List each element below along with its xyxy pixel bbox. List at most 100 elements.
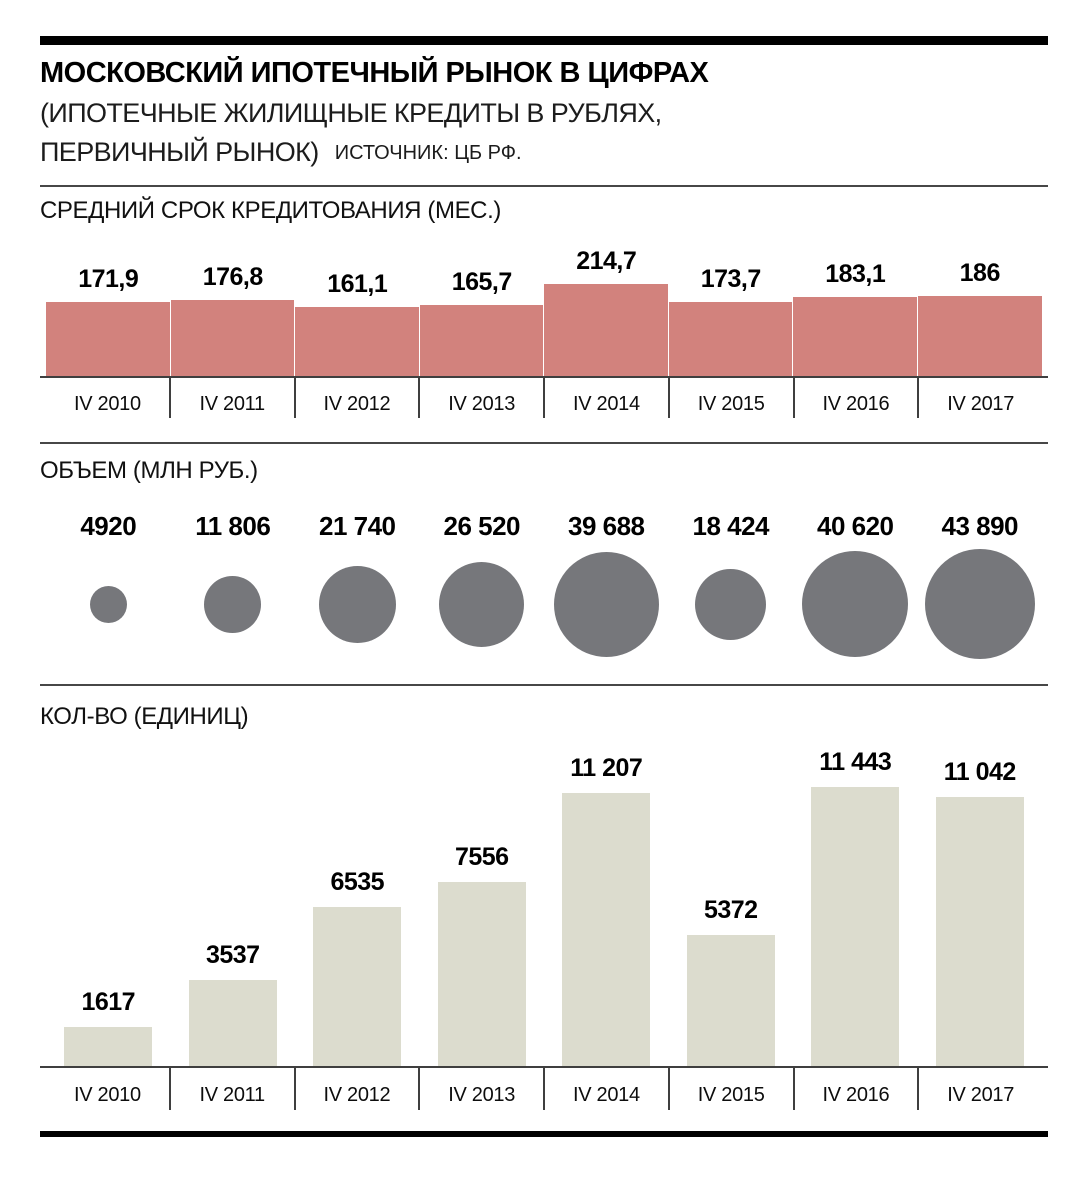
count-bar [313,906,402,1066]
term-column: 176,8 [170,263,295,378]
volume-circle-cell [669,546,794,662]
volume-circle-cell [544,546,669,662]
term-value-label: 165,7 [451,268,513,297]
count-column: 7556 [420,843,545,1066]
term-axis-labels: IV 2010 IV 2011 IV 2012 IV 2013 IV 2014 IV 20… [46,378,1042,418]
term-column: 183,1 [793,260,918,378]
count-column: 11 042 [918,758,1043,1066]
count-value-label: 11 042 [943,757,1017,786]
axis-label: IV 2017 [947,1083,1015,1106]
volume-circle-cell [420,546,545,662]
term-bar [295,307,420,378]
volume-circle [553,551,659,657]
separator-line-2 [40,442,1048,444]
term-bar [46,302,171,378]
volume-circle [802,551,909,657]
axis-label: IV 2014 [572,392,640,415]
term-bar-chart: 171,9 176,8 161,1 165,7 214,7 173,7 183,1 186 [46,238,1042,378]
axis-label: IV 2012 [323,392,391,415]
separator-line-1 [40,185,1048,187]
term-column: 173,7 [668,265,793,378]
axis-label: IV 2017 [947,392,1015,415]
count-bar [811,786,900,1066]
axis-label: IV 2015 [697,392,765,415]
axis-label: IV 2010 [73,392,141,415]
axis-label-cell: IV 2012 [296,1068,421,1110]
count-axis-baseline [40,1066,1048,1068]
volume-label-cell: 4920 [46,510,171,542]
volume-label-cell: 21 740 [295,510,420,542]
top-black-rule [40,36,1048,45]
volume-circle-cell [46,546,171,662]
volume-bubble-chart [46,546,1042,662]
axis-label-cell: IV 2014 [545,1068,670,1110]
axis-label: IV 2016 [822,392,890,415]
volume-label-cell: 18 424 [669,510,794,542]
count-column: 1617 [46,987,171,1066]
axis-label-cell: IV 2017 [919,1068,1042,1110]
volume-circle [89,585,127,623]
count-column: 6535 [295,867,420,1066]
axis-label-cell: IV 2011 [171,1068,296,1110]
term-bar [793,297,918,378]
subtitle-line-2: ПЕРВИЧНЫЙ РЫНОК) ИСТОЧНИК: ЦБ РФ. [40,137,522,168]
term-bar [668,301,793,378]
count-column: 11 443 [793,748,918,1066]
term-value-label: 161,1 [327,270,388,299]
count-value-label: 11 443 [819,747,892,776]
volume-chart-title: ОБЪЕМ (МЛН РУБ.) [40,457,258,484]
axis-label: IV 2010 [73,1083,141,1106]
count-bar-chart: 1617 3537 6535 7556 11 207 5372 11 443 11 042 [46,746,1042,1066]
count-bar [686,934,775,1066]
count-column: 5372 [669,896,794,1066]
term-value-label: 214,7 [576,246,637,275]
volume-label-cell: 11 806 [171,510,296,542]
axis-label: IV 2016 [822,1083,890,1106]
count-bar [188,979,277,1066]
axis-label-cell: IV 2016 [795,1068,920,1110]
term-column: 165,7 [419,268,544,378]
axis-label: IV 2015 [697,1083,765,1106]
volume-label-cell: 43 890 [918,510,1043,542]
count-value-label: 1617 [81,987,136,1016]
count-bar [935,796,1024,1066]
term-column: 214,7 [544,246,669,378]
term-column: 171,9 [46,265,171,378]
volume-circle-cell [793,546,918,662]
volume-value-label: 11 806 [195,510,271,541]
axis-label-cell: IV 2015 [670,378,795,418]
axis-label: IV 2011 [199,1083,265,1106]
volume-circle [439,561,525,647]
count-value-label: 7556 [454,842,509,871]
volume-label-cell: 40 620 [793,510,918,542]
axis-label: IV 2012 [323,1083,391,1106]
volume-value-label: 18 424 [692,510,770,541]
term-value-label: 186 [959,259,1001,288]
volume-circle-cell [918,546,1043,662]
volume-circle [318,565,396,643]
axis-label: IV 2013 [448,392,516,415]
axis-label-cell: IV 2013 [420,1068,545,1110]
axis-label-cell: IV 2017 [919,378,1042,418]
count-value-label: 6535 [330,867,385,896]
volume-circle [924,549,1035,659]
volume-value-label: 40 620 [816,510,894,541]
volume-value-label: 26 520 [443,510,521,541]
axis-label-cell: IV 2010 [46,1068,171,1110]
count-value-label: 5372 [703,895,758,924]
volume-value-labels: 4920 11 806 21 740 26 520 39 688 18 424 40 620… [46,510,1042,542]
count-bar [562,792,651,1066]
term-chart-title: СРЕДНИЙ СРОК КРЕДИТОВАНИЯ (МЕС.) [40,197,501,224]
separator-line-3 [40,684,1048,686]
count-bar [64,1026,153,1066]
volume-value-label: 4920 [80,510,137,541]
volume-label-cell: 26 520 [420,510,545,542]
volume-circle [204,575,262,633]
volume-circle-cell [295,546,420,662]
axis-label-cell: IV 2010 [46,378,171,418]
term-column: 186 [917,259,1042,378]
page-title: МОСКОВСКИЙ ИПОТЕЧНЫЙ РЫНОК В ЦИФРАХ [40,57,709,89]
axis-label-cell: IV 2015 [670,1068,795,1110]
volume-value-label: 43 890 [941,510,1019,541]
